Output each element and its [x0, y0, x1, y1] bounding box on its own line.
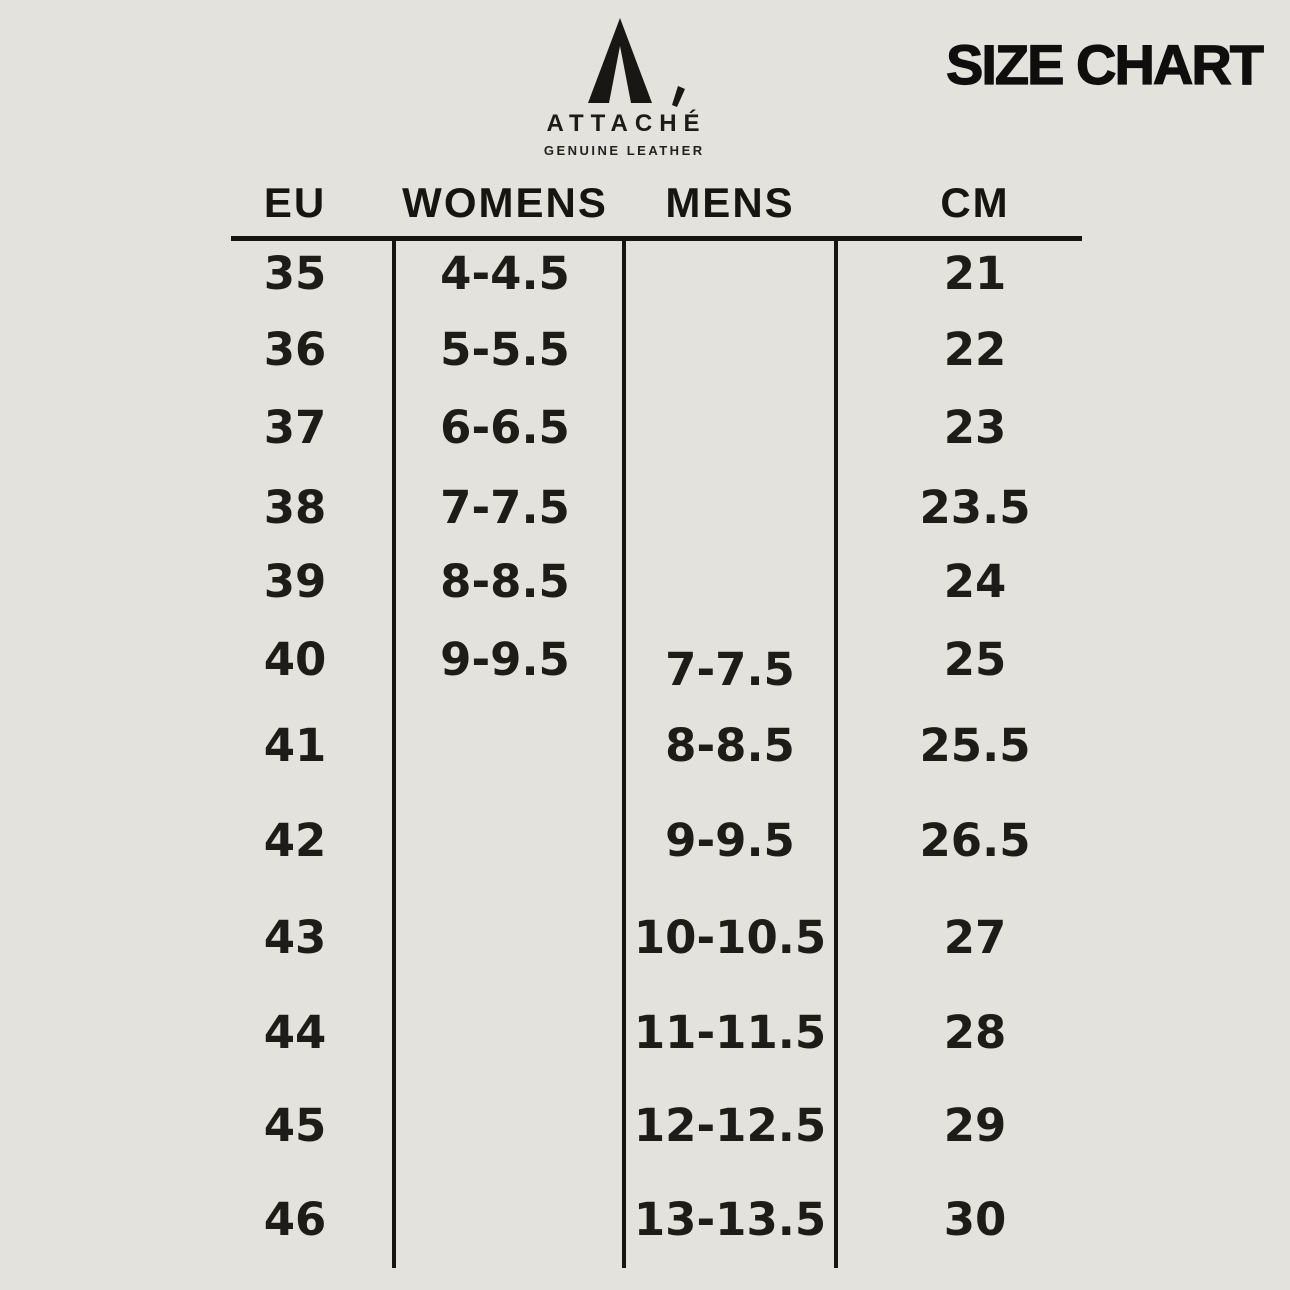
- cell-eu: 36: [263, 323, 327, 376]
- cell-eu: 43: [263, 911, 327, 964]
- table-header-row: EU WOMENS MENS CM: [0, 163, 1290, 243]
- cell-womens: 8-8.5: [440, 555, 570, 608]
- cell-mens: 10-10.5: [633, 911, 827, 964]
- cell-eu: 38: [263, 481, 327, 534]
- table-row: 40 9-9.5 7-7.5 25: [0, 620, 1290, 700]
- cell-mens: [624, 388, 836, 468]
- table-row: 46 13-13.5 30: [0, 1180, 1290, 1260]
- cell-eu: 39: [263, 555, 327, 608]
- cell-eu: 41: [263, 719, 327, 772]
- page-title: SIZE CHART: [945, 32, 1264, 96]
- cell-womens: 9-9.5: [440, 633, 570, 686]
- cell-womens: [390, 993, 620, 1073]
- cell-cm: 25.5: [919, 719, 1031, 772]
- cell-mens: [624, 542, 836, 622]
- cell-womens: [390, 801, 620, 881]
- cell-cm: 27: [943, 911, 1007, 964]
- table-row: 45 12-12.5 29: [0, 1086, 1290, 1166]
- cell-womens: 7-7.5: [440, 481, 570, 534]
- cell-mens: 7-7.5: [665, 643, 795, 696]
- cell-womens: [390, 898, 620, 978]
- cell-womens: [390, 1180, 620, 1260]
- cell-eu: 42: [263, 814, 327, 867]
- cell-cm: 30: [943, 1193, 1007, 1246]
- cell-mens: 11-11.5: [633, 1006, 827, 1059]
- cell-eu: 40: [263, 633, 327, 686]
- cell-cm: 23: [943, 401, 1007, 454]
- cell-mens: [624, 310, 836, 390]
- cell-eu: 45: [263, 1099, 327, 1152]
- cell-womens: 6-6.5: [440, 401, 570, 454]
- table-row: 35 4-4.5 21: [0, 234, 1290, 314]
- column-header-mens: MENS: [665, 179, 795, 226]
- table-row: 36 5-5.5 22: [0, 310, 1290, 390]
- table-row: 39 8-8.5 24: [0, 542, 1290, 622]
- attache-lambda-icon: [588, 18, 685, 107]
- cell-mens: 8-8.5: [665, 719, 795, 772]
- table-row: 43 10-10.5 27: [0, 898, 1290, 978]
- cell-mens: 13-13.5: [633, 1193, 827, 1246]
- table-row: 41 8-8.5 25.5: [0, 706, 1290, 786]
- cell-mens: [624, 234, 836, 314]
- cell-cm: 28: [943, 1006, 1007, 1059]
- column-header-cm: CM: [940, 179, 1010, 226]
- cell-womens: [390, 706, 620, 786]
- column-rule-1: [392, 240, 396, 1268]
- column-header-womens: WOMENS: [402, 179, 608, 226]
- table-row: 37 6-6.5 23: [0, 388, 1290, 468]
- cell-cm: 22: [943, 323, 1007, 376]
- table-row: 44 11-11.5 28: [0, 993, 1290, 1073]
- cell-cm: 25: [943, 633, 1007, 686]
- cell-cm: 24: [943, 555, 1007, 608]
- cell-mens: 12-12.5: [633, 1099, 827, 1152]
- cell-womens: [390, 1086, 620, 1166]
- column-rule-2: [622, 240, 626, 1268]
- brand-tagline: GENUINE LEATHER: [543, 143, 705, 158]
- table-row: 38 7-7.5 23.5: [0, 468, 1290, 548]
- brand-name: ATTACHÉ: [546, 110, 707, 137]
- cell-cm: 29: [943, 1099, 1007, 1152]
- cell-mens: [624, 468, 836, 548]
- cell-cm: 26.5: [919, 814, 1031, 867]
- cell-eu: 46: [263, 1193, 327, 1246]
- header-rule: [231, 236, 1082, 241]
- cell-eu: 37: [263, 401, 327, 454]
- cell-womens: 5-5.5: [440, 323, 570, 376]
- column-header-eu: EU: [263, 179, 327, 226]
- cell-eu: 35: [263, 247, 327, 300]
- cell-cm: 23.5: [919, 481, 1031, 534]
- cell-cm: 21: [943, 247, 1007, 300]
- table-row: 42 9-9.5 26.5: [0, 801, 1290, 881]
- cell-mens: 9-9.5: [665, 814, 795, 867]
- cell-eu: 44: [263, 1006, 327, 1059]
- column-rule-3: [834, 240, 838, 1268]
- cell-womens: 4-4.5: [440, 247, 570, 300]
